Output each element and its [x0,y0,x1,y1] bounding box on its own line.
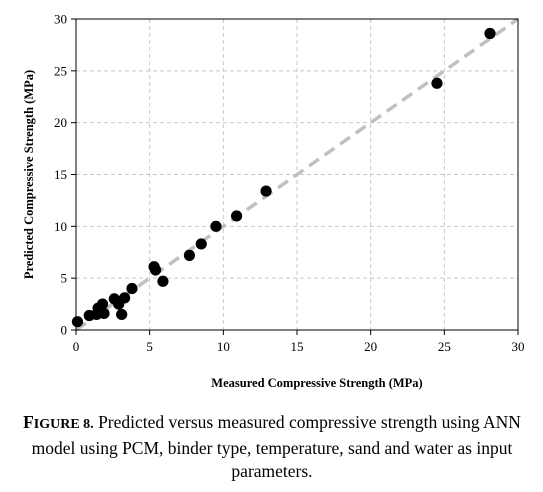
data-point [71,316,84,328]
y-tick-label: 15 [54,167,67,182]
figure-caption: FIGURE 8. Predicted versus measured comp… [14,411,530,484]
data-point [183,249,196,261]
x-tick-label: 10 [217,339,230,354]
caption-text: Predicted versus measured compressive st… [31,412,521,481]
y-tick-label: 5 [61,271,68,286]
reference-line [74,17,520,332]
grid [76,19,518,330]
y-tick-label: 20 [54,115,67,130]
data-point [484,27,496,40]
x-tick-label: 5 [146,339,153,354]
x-tick-label: 25 [438,339,451,354]
data-point [116,308,128,321]
caption-label-rest: IGURE 8. [33,417,94,432]
reference-line-layer [74,17,520,332]
data-point [126,282,138,295]
y-axis-title: Predicted Compressive Strength (MPa) [22,70,36,279]
x-tick-label: 20 [364,339,377,354]
y-tick-label: 30 [54,12,67,27]
data-point [157,275,169,287]
x-tick-label: 0 [73,339,80,354]
y-tick-label: 0 [61,323,68,338]
data-point [149,264,162,276]
data-point [195,238,207,250]
caption-label-initial: F [23,412,34,432]
x-tick-label: 15 [291,339,304,354]
data-points [71,27,496,328]
data-point [230,210,243,222]
data-point [431,77,443,89]
x-tick-label: 30 [512,339,525,354]
data-point [260,185,272,197]
data-point [119,292,131,304]
scatter-chart: 0 5 10 15 20 25 30 0 5 10 15 20 25 30 Measured Compre… [22,12,525,391]
data-point [98,307,110,320]
y-tick-label: 10 [54,219,67,234]
x-axis-title: Measured Compressive Strength (MPa) [211,376,422,390]
data-point [96,298,109,310]
caption-label: FIGURE 8. [23,412,94,432]
data-point [210,220,222,232]
axis-ticks: 0 5 10 15 20 25 30 0 5 10 15 20 25 30 [54,12,525,355]
y-tick-label: 25 [54,63,67,78]
